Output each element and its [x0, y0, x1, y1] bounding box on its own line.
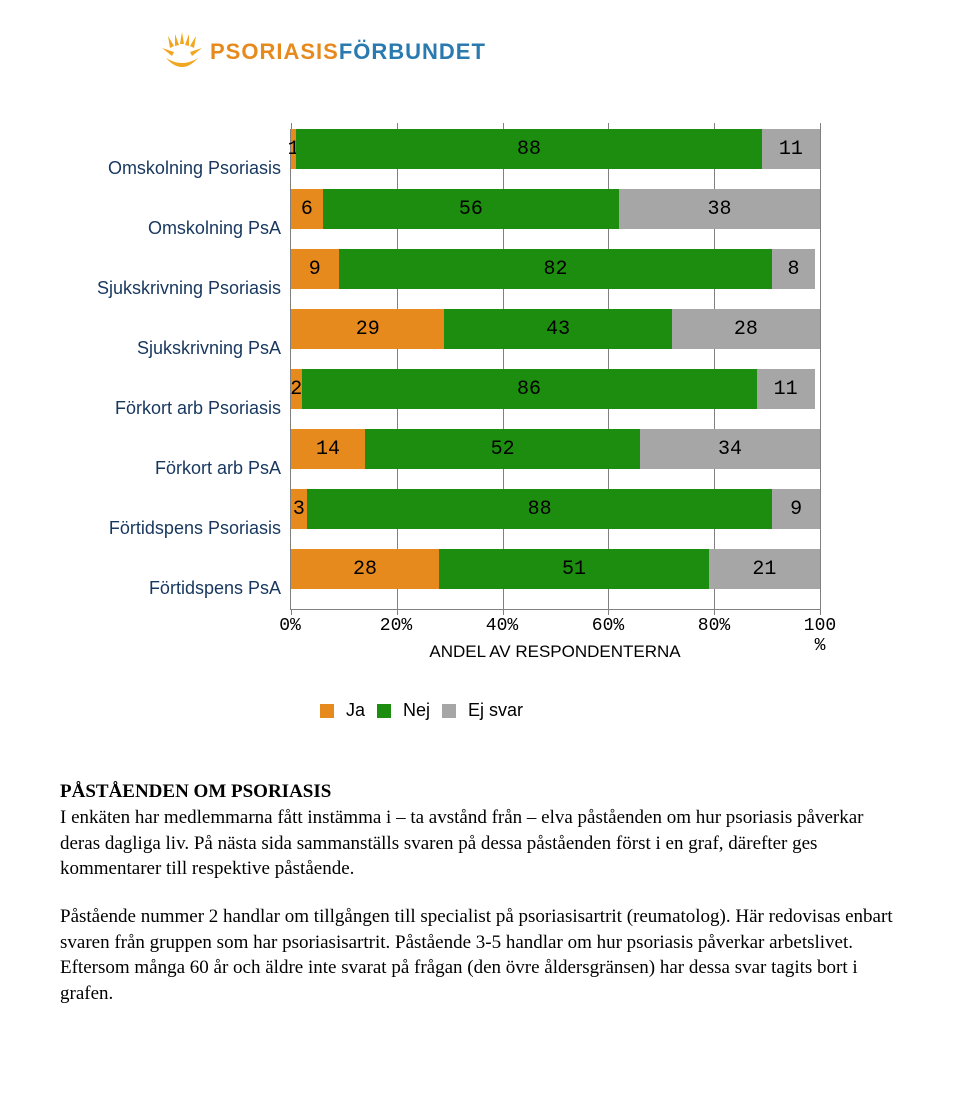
legend-label: Ja [346, 700, 365, 721]
bar-segment: 86 [302, 369, 757, 409]
bar-segment: 3 [291, 489, 307, 529]
bar-value-label: 14 [316, 438, 340, 461]
category-label: Omskolning Psoriasis [61, 159, 281, 179]
x-tick-label: 80% [698, 616, 730, 636]
bar-value-label: 51 [562, 558, 586, 581]
legend-label: Ej svar [468, 700, 523, 721]
bar-value-label: 28 [734, 318, 758, 341]
logo-text: PSORIASISFÖRBUNDET [210, 39, 486, 65]
sun-icon [160, 30, 204, 74]
bar-value-label: 43 [546, 318, 570, 341]
bar-value-label: 86 [517, 378, 541, 401]
bar-row: 29 43 28 [291, 309, 820, 349]
bar-segment: 11 [762, 129, 820, 169]
bar-segment: 9 [772, 489, 820, 529]
bar-segment: 34 [640, 429, 820, 469]
stacked-bar-chart: Omskolning Psoriasis Omskolning PsA Sjuksk… [60, 129, 900, 721]
bar-value-label: 28 [353, 558, 377, 581]
bar-segment: 88 [296, 129, 762, 169]
bar-value-label: 6 [301, 198, 313, 221]
legend-swatch [377, 704, 391, 718]
bar-segment: 51 [439, 549, 709, 589]
bar-row: 6 56 38 [291, 189, 820, 229]
bar-segment: 2 [291, 369, 302, 409]
logo-text-1: PSORIASIS [210, 39, 339, 64]
legend: Ja Nej Ej svar [320, 700, 900, 721]
x-tick-label: 60% [592, 616, 624, 636]
bar-segment: 38 [619, 189, 820, 229]
category-label: Sjukskrivning PsA [61, 339, 281, 359]
bar-value-label: 38 [707, 198, 731, 221]
legend-label: Nej [403, 700, 430, 721]
x-tick-label: 100 [804, 616, 836, 636]
bar-value-label: 82 [543, 258, 567, 281]
legend-swatch [320, 704, 334, 718]
x-tick-label: 20% [380, 616, 412, 636]
bar-segment: 14 [291, 429, 365, 469]
tick-top [820, 123, 821, 129]
bar-row: 28 51 21 [291, 549, 820, 589]
bar-segment: 8 [772, 249, 814, 289]
bar-row: 18811 [291, 129, 820, 169]
section-heading: PÅSTÅENDEN OM PSORIASIS [60, 781, 900, 803]
x-axis: ANDEL AV RESPONDENTERNA 0%20%40%60%80%10… [290, 610, 820, 640]
bar-segment: 88 [307, 489, 773, 529]
bar-value-label: 11 [779, 138, 803, 161]
bar-row: 14 52 34 [291, 429, 820, 469]
bar-row: 2 86 11 [291, 369, 820, 409]
bar-segment: 29 [291, 309, 444, 349]
bar-row: 3 88 9 [291, 489, 820, 529]
x-axis-title: ANDEL AV RESPONDENTERNA [429, 642, 680, 662]
bar-value-label: 88 [528, 498, 552, 521]
bar-segment: 28 [291, 549, 439, 589]
bar-row: 9 82 8 [291, 249, 820, 289]
bar-segment: 28 [672, 309, 820, 349]
bar-value-label: 88 [517, 138, 541, 161]
x-tick-label: 0% [279, 616, 301, 636]
bar-value-label: 2 [290, 378, 302, 401]
bar-value-label: 21 [752, 558, 776, 581]
tick-bottom [820, 609, 821, 615]
category-label: Förtidspens PsA [61, 579, 281, 599]
bar-segment: 56 [323, 189, 619, 229]
category-label: Förkort arb Psoriasis [61, 399, 281, 419]
bar-value-label: 8 [788, 258, 800, 281]
gridline [820, 129, 821, 609]
logo: PSORIASISFÖRBUNDET [160, 30, 900, 74]
bar-value-label: 29 [356, 318, 380, 341]
category-label: Omskolning PsA [61, 219, 281, 239]
category-labels: Omskolning Psoriasis Omskolning PsA Sjuksk… [61, 129, 281, 609]
bar-value-label: 3 [293, 498, 305, 521]
plot-area: Omskolning PsoriasisOmskolning PsASjuksk… [290, 129, 820, 610]
bar-value-label: 34 [718, 438, 742, 461]
legend-swatch [442, 704, 456, 718]
bar-value-label: 9 [309, 258, 321, 281]
paragraph-2: Påstående nummer 2 handlar om tillgången… [60, 904, 900, 1007]
bar-segment: 21 [709, 549, 820, 589]
bar-segment: 9 [291, 249, 339, 289]
x-tick-label-sub: % [815, 636, 826, 656]
bar-segment: 52 [365, 429, 640, 469]
bar-value-label: 56 [459, 198, 483, 221]
bar-segment: 43 [444, 309, 671, 349]
bar-segment: 82 [339, 249, 773, 289]
bar-value-label: 52 [491, 438, 515, 461]
bar-value-label: 9 [790, 498, 802, 521]
bar-segment: 11 [757, 369, 815, 409]
category-label: Förtidspens Psoriasis [61, 519, 281, 539]
paragraph-1: I enkäten har medlemmarna fått instämma … [60, 805, 900, 882]
bar-value-label: 11 [774, 378, 798, 401]
bar-segment: 6 [291, 189, 323, 229]
category-label: Förkort arb PsA [61, 459, 281, 479]
x-tick-label: 40% [486, 616, 518, 636]
logo-text-2: FÖRBUNDET [339, 39, 486, 64]
category-label: Sjukskrivning Psoriasis [61, 279, 281, 299]
